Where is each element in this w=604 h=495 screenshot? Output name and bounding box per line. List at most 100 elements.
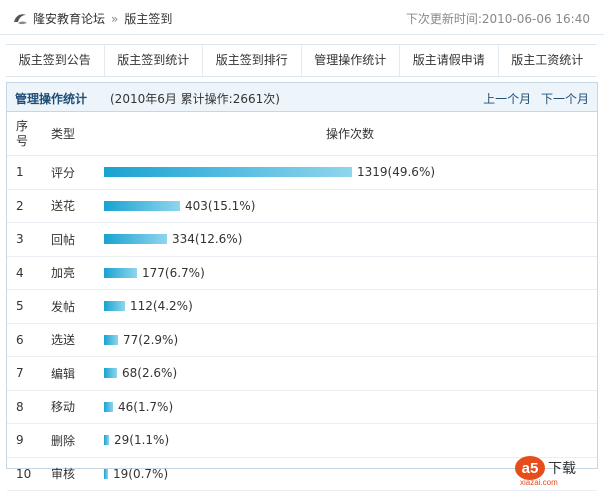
bar-wrap: 112(4.2%) [104,299,596,313]
watermark-brand: a5 [522,460,539,477]
row-type: 编辑 [45,356,103,391]
tab-checkin-notice[interactable]: 版主签到公告 [6,45,105,76]
bar-wrap: 1319(49.6%) [104,165,596,179]
row-seq: 3 [7,222,45,257]
tab-leave-request[interactable]: 版主请假申请 [400,45,499,76]
tab-salary-stats[interactable]: 版主工资统计 [511,53,584,67]
row-count-cell: 1319(49.6%) [103,155,597,190]
forum-logo-icon [14,13,27,24]
count-bar [104,301,125,312]
row-seq: 1 [7,155,45,190]
row-type: 删除 [45,423,103,458]
count-value: 334(12.6%) [172,232,243,247]
panel-subtitle: (2010年6月 累计操作:2661次) [110,92,280,106]
bar-wrap: 77(2.9%) [104,333,596,347]
watermark-text: 下载 [548,461,576,477]
count-value: 177(6.7%) [142,265,205,280]
breadcrumb-separator: » [111,11,119,26]
row-type: 审核 [45,457,103,491]
count-bar [104,401,113,412]
breadcrumb: 隆安教育论坛 » 版主签到 [12,10,172,27]
count-bar [104,167,352,178]
bar-wrap: 68(2.6%) [104,366,596,380]
bar-wrap: 19(0.7%) [104,467,596,481]
table-row: 1 评分 1319(49.6%) [7,155,597,190]
bar-wrap: 177(6.7%) [104,266,596,280]
row-seq: 8 [7,390,45,424]
row-seq: 2 [7,189,45,223]
row-type: 选送 [45,323,103,357]
row-type: 发帖 [45,289,103,324]
breadcrumb-forum-link[interactable]: 隆安教育论坛 [33,12,106,26]
count-value: 77(2.9%) [123,332,179,347]
panel-header: 管理操作统计 (2010年6月 累计操作:2661次) 上一个月 下一个月 [7,83,597,112]
bar-wrap: 46(1.7%) [104,400,596,414]
header-count: 操作次数 [103,112,597,156]
table-row: 3 回帖 334(12.6%) [7,222,597,257]
prev-month-link[interactable]: 上一个月 [483,92,532,106]
count-value: 19(0.7%) [113,466,169,481]
table-row: 5 发帖 112(4.2%) [7,289,597,324]
table-row: 4 加亮 177(6.7%) [7,256,597,290]
table-row: 10 审核 19(0.7%) [7,457,597,491]
count-bar [104,334,118,345]
row-seq: 6 [7,323,45,357]
count-value: 1319(49.6%) [357,165,436,180]
count-bar [104,200,180,211]
row-count-cell: 112(4.2%) [103,289,597,324]
row-seq: 5 [7,289,45,324]
breadcrumb-page-link[interactable]: 版主签到 [124,12,173,26]
row-count-cell: 46(1.7%) [103,390,597,424]
watermark-logo: a5 下载 xiazai.com [515,456,576,487]
row-seq: 7 [7,356,45,391]
row-seq: 9 [7,423,45,458]
count-value: 403(15.1%) [185,198,256,213]
table-row: 8 移动 46(1.7%) [7,390,597,424]
table-row: 9 删除 29(1.1%) [7,423,597,458]
header-seq-label: 序号 [16,118,29,148]
row-type: 加亮 [45,256,103,290]
count-value: 68(2.6%) [122,366,178,381]
row-count-cell: 77(2.9%) [103,323,597,357]
count-value: 29(1.1%) [114,433,170,448]
count-value: 112(4.2%) [130,299,193,314]
row-type: 移动 [45,390,103,424]
table-header-row: 序号 类型 操作次数 [7,112,597,156]
count-value: 46(1.7%) [118,399,174,414]
table-row: 6 选送 77(2.9%) [7,323,597,357]
count-bar [104,435,109,446]
table-row: 2 送花 403(15.1%) [7,189,597,223]
count-bar [104,368,117,379]
tab-admin-operation-stats[interactable]: 管理操作统计 [302,45,400,76]
bar-wrap: 334(12.6%) [104,232,596,246]
count-bar [104,267,137,278]
table-row: 7 编辑 68(2.6%) [7,356,597,391]
operation-stats-panel: 管理操作统计 (2010年6月 累计操作:2661次) 上一个月 下一个月 序号… [6,82,598,491]
count-bar [104,468,108,479]
row-count-cell: 68(2.6%) [103,356,597,391]
row-count-cell: 177(6.7%) [103,256,597,290]
row-type: 评分 [45,155,103,190]
next-month-link[interactable]: 下一个月 [540,92,589,106]
next-update-time: 下次更新时间:2010-06-06 16:40 [405,12,590,26]
bar-wrap: 29(1.1%) [104,433,596,447]
row-count-cell: 19(0.7%) [103,457,597,491]
row-count-cell: 334(12.6%) [103,222,597,257]
bar-wrap: 403(15.1%) [104,199,596,213]
row-type: 回帖 [45,222,103,257]
watermark-domain: xiazai.com [520,478,558,487]
row-type: 送花 [45,189,103,223]
tab-checkin-stats[interactable]: 版主签到统计 [105,45,203,76]
operation-stats-table: 序号 类型 操作次数 1 评分 1319(49.6%) 2 送花 403(15.1%) 3 回… [7,112,597,491]
month-pager: 上一个月 下一个月 [477,90,589,107]
top-bar: 隆安教育论坛 » 版主签到 下次更新时间:2010-06-06 16:40 [0,0,604,35]
tab-bar: 版主签到公告 版主签到统计 版主签到排行 管理操作统计 版主请假申请 版主工资统… [6,44,596,77]
header-type: 类型 [45,112,103,156]
count-bar [104,234,167,245]
row-count-cell: 403(15.1%) [103,189,597,223]
tab-checkin-ranking[interactable]: 版主签到排行 [203,45,302,76]
row-count-cell: 29(1.1%) [103,423,597,458]
row-seq: 4 [7,256,45,290]
header-seq: 序号 [7,112,45,156]
row-seq: 10 [7,457,45,491]
